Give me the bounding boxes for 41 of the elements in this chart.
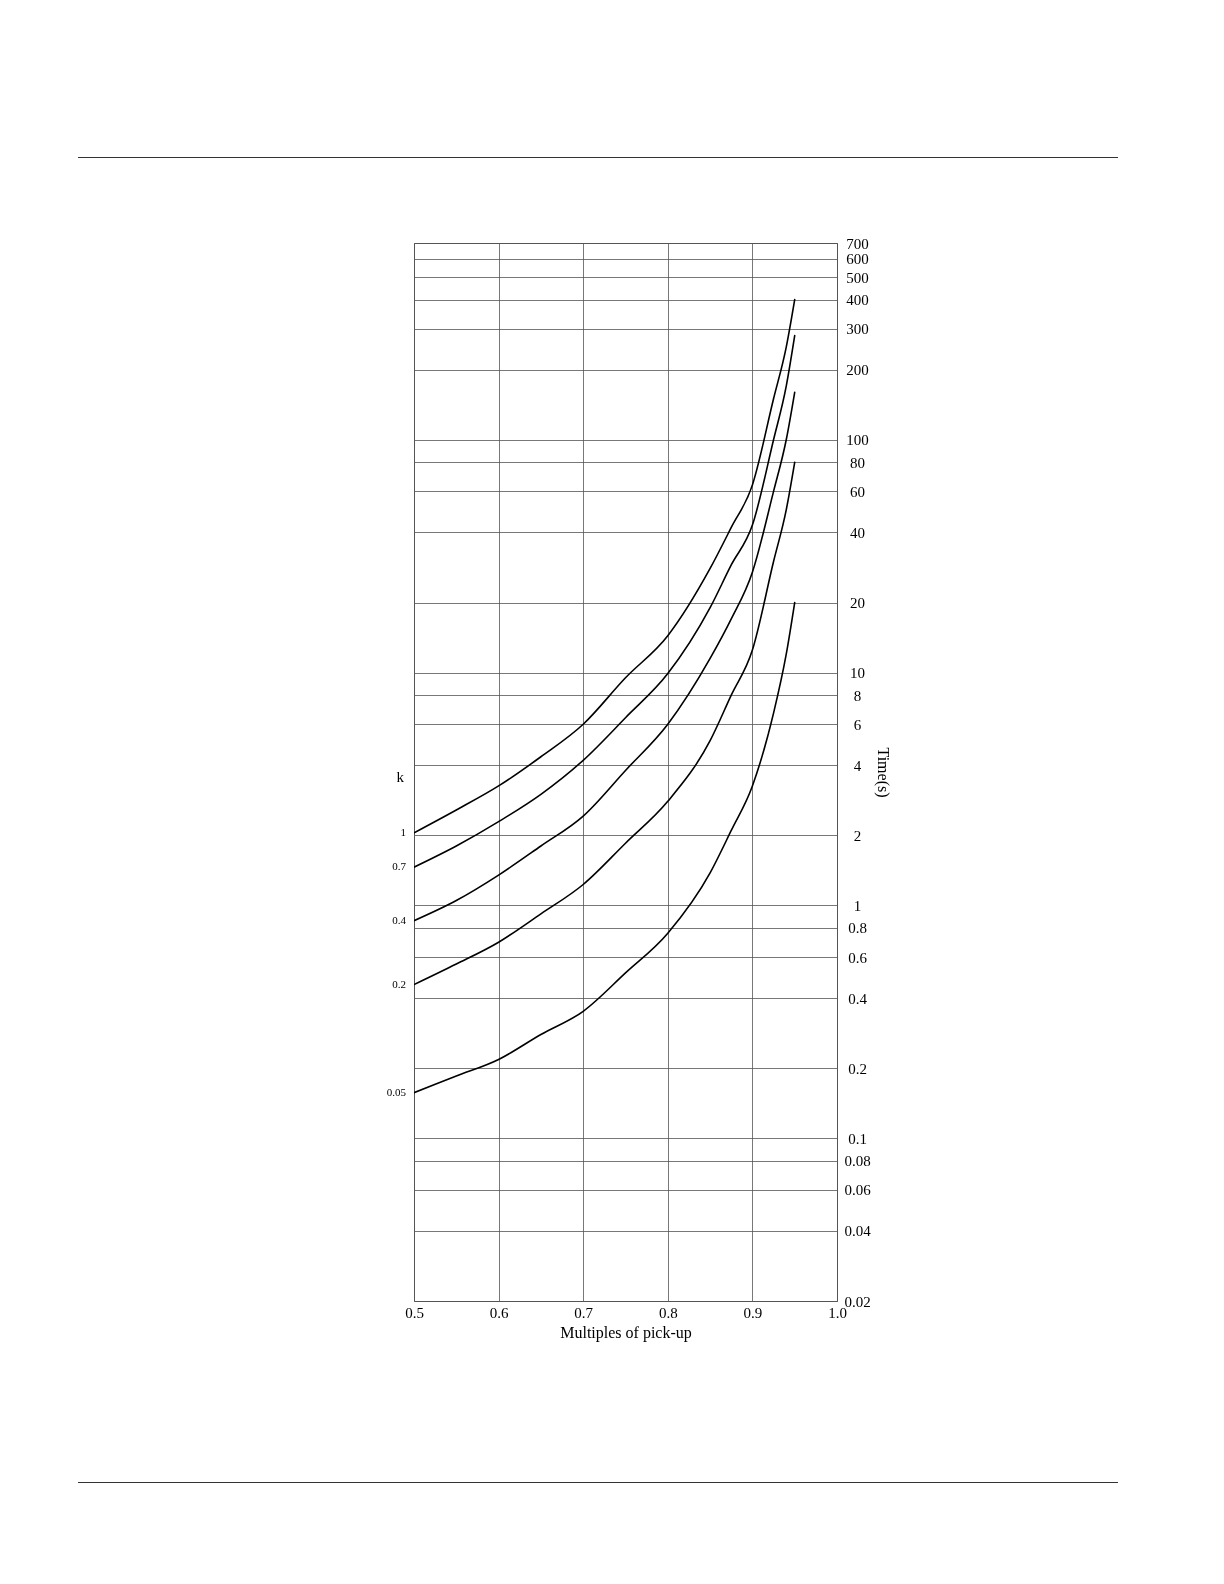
y-tick-label: 2	[853, 827, 862, 844]
x-tick-label: 0.9	[743, 1304, 763, 1321]
y-tick-label: 0.06	[844, 1182, 872, 1199]
series-label: 0.2	[392, 977, 406, 990]
y-tick-label: 10	[850, 665, 865, 682]
x-tick-label: 0.8	[658, 1304, 678, 1321]
y-tick-label: 300	[846, 321, 869, 338]
y-tick-label: 0.6	[848, 949, 868, 966]
y-tick-label: 0.04	[844, 1223, 872, 1240]
y-tick-label: 20	[850, 595, 865, 612]
y-tick-label: 60	[850, 483, 865, 500]
y-tick-label: 600	[846, 251, 869, 268]
y-tick-label: 0.2	[848, 1060, 867, 1077]
y-tick-label: 400	[846, 292, 869, 309]
y-tick-label: 200	[846, 362, 869, 379]
y-tick-label: 0.08	[844, 1153, 871, 1170]
series-label: 1	[400, 825, 406, 838]
x-tick-label: 0.5	[405, 1304, 424, 1321]
series-label: 0.7	[392, 860, 407, 873]
y-tick-label: 700	[846, 235, 869, 252]
legend-title: k	[396, 768, 405, 785]
y-tick-label: 0.4	[848, 990, 868, 1007]
y-tick-label: 8	[853, 687, 862, 704]
y-tick-label: 40	[850, 524, 865, 541]
y-tick-label: 0.1	[848, 1130, 867, 1147]
series-label: 0.4	[392, 913, 407, 926]
x-tick-label: 0.7	[574, 1304, 594, 1321]
line-series	[414, 391, 796, 922]
y-tick-label: 6	[853, 716, 862, 733]
series-label: 0.05	[386, 1085, 407, 1098]
line-series	[414, 601, 796, 1094]
y-tick-label: 4	[853, 757, 862, 774]
y-tick-label: 100	[846, 432, 869, 449]
y-tick-label: 500	[846, 269, 869, 286]
y-tick-label: 1	[853, 897, 862, 914]
x-axis-title: Multiples of pick-up	[560, 1323, 692, 1342]
line-series	[414, 461, 796, 986]
y-axis-title: Time(s)	[873, 747, 892, 798]
y-tick-label: 0.8	[848, 920, 867, 937]
x-tick-label: 0.6	[489, 1304, 509, 1321]
y-tick-label: 80	[850, 454, 865, 471]
